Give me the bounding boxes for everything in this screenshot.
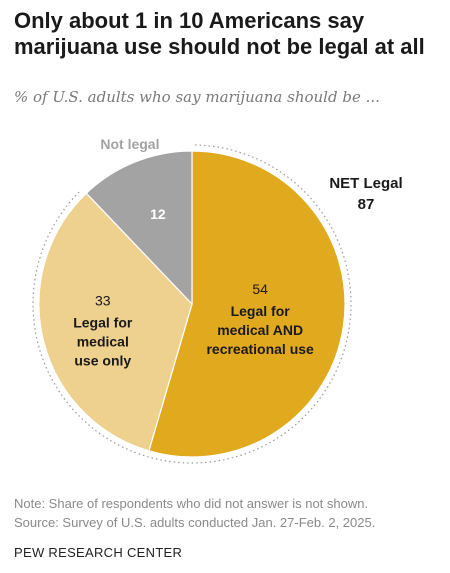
pie-slices [38,150,346,458]
slice-label-medical-only: Legal for medical use only [73,315,133,369]
slice-labels: 54 Legal for medical AND recreational use 33… [73,136,314,369]
chart-subtitle: % of U.S. adults who say marijuana shoul… [14,88,380,106]
pie-slice-medical-only [38,192,193,452]
slice-value-not-legal: 12 [150,206,166,222]
pie-slice-medical-and-recreational [148,150,346,458]
net-legal-value: 87 [358,196,375,213]
chart-title: Only about 1 in 10 Americans say marijua… [14,8,425,59]
organization-name: PEW RESEARCH CENTER [14,545,183,560]
pie-slice-not-legal [85,150,193,306]
note-text: Note: Share of respondents who did not a… [14,496,369,511]
chart-notes: Note: Share of respondents who did not a… [14,494,444,532]
slice-value-medical-and-recreational: 54 [252,281,268,297]
net-legal-label: NET Legal [329,175,402,192]
slice-label-not-legal: Not legal [100,136,159,152]
slice-value-medical-only: 33 [95,293,111,309]
slice-label-medical-and-recreational: Legal for medical AND recreational use [206,303,314,357]
source-text: Source: Survey of U.S. adults conducted … [14,515,376,530]
